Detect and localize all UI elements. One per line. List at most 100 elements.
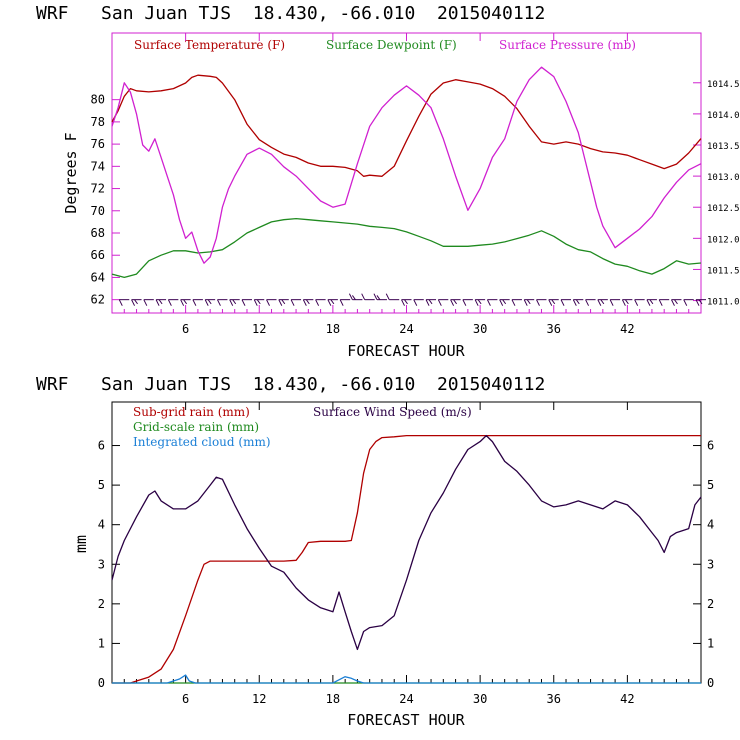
legend-entry-surface-wind-speed-m-s: Surface Wind Speed (m/s) bbox=[313, 405, 472, 419]
wind-barb bbox=[241, 299, 252, 306]
x-tick-label: 36 bbox=[547, 322, 561, 336]
legend-entry-surface-pressure-mb: Surface Pressure (mb) bbox=[499, 38, 636, 52]
y2-tick-label: 1 bbox=[707, 636, 714, 650]
x-tick-label: 12 bbox=[252, 692, 266, 706]
wind-barb-feather bbox=[450, 299, 455, 306]
wind-barb-feather bbox=[155, 299, 160, 306]
wind-barb-feather bbox=[339, 299, 344, 306]
wind-barb-feather bbox=[572, 299, 577, 306]
x-tick-label: 6 bbox=[182, 322, 189, 336]
chart-1-legend: Surface Temperature (F) Surface Dewpoint … bbox=[134, 38, 636, 52]
y-tick-label: 72 bbox=[91, 182, 105, 196]
wind-barb-feather-2 bbox=[575, 299, 580, 305]
wind-barb-feather-2 bbox=[376, 295, 381, 300]
wind-barb bbox=[155, 299, 167, 306]
y2-tick-label: 1012.5 bbox=[707, 204, 740, 214]
wind-barb-feather-2 bbox=[674, 299, 678, 305]
x-tick-label: 24 bbox=[399, 692, 413, 706]
wind-barb bbox=[266, 299, 277, 306]
y-tick-label: 2 bbox=[98, 597, 105, 611]
chart-2-xlabel: FORECAST HOUR bbox=[347, 711, 465, 729]
wind-barb-feather-2 bbox=[600, 299, 605, 305]
wind-barb-feather-2 bbox=[649, 299, 654, 305]
y2-tick-label: 1011.5 bbox=[707, 266, 740, 276]
wind-barb-feather bbox=[315, 299, 320, 306]
wind-barb-feather bbox=[385, 293, 390, 300]
chart-1-xlabel: FORECAST HOUR bbox=[347, 342, 465, 360]
y-tick-label: 74 bbox=[91, 159, 105, 173]
wind-barb-feather-2 bbox=[502, 299, 507, 305]
wind-barb-feather-2 bbox=[352, 295, 356, 300]
wind-barb-feather bbox=[241, 299, 246, 306]
y2-tick-label: 0 bbox=[707, 676, 714, 690]
wind-barb-feather bbox=[348, 293, 353, 300]
wind-barb bbox=[609, 299, 621, 306]
y2-tick-label: 1013.0 bbox=[707, 173, 740, 183]
wind-barb-feather bbox=[167, 299, 172, 306]
series-line-surface-pressure-mb bbox=[111, 66, 702, 264]
wind-barb bbox=[474, 299, 486, 306]
wind-barb-feather bbox=[118, 299, 123, 306]
y2-tick-label: 6 bbox=[707, 439, 714, 453]
y2-tick-label: 1011.0 bbox=[707, 298, 740, 308]
wind-barb-feather bbox=[695, 299, 700, 306]
wind-barb bbox=[450, 299, 461, 306]
wind-barb-feather-2 bbox=[232, 299, 237, 305]
wind-barb bbox=[437, 299, 449, 306]
wind-barb bbox=[572, 299, 584, 306]
wind-barb bbox=[413, 299, 424, 306]
wind-barb bbox=[143, 299, 154, 306]
y2-tick-label: 1014.5 bbox=[707, 80, 740, 90]
wind-barb-feather bbox=[425, 299, 430, 306]
y2-tick-label: 2 bbox=[707, 597, 714, 611]
temperature-pressure-chart: WRF San Juan TJS 18.430, -66.010 2015040… bbox=[36, 3, 740, 360]
x-tick-label: 24 bbox=[399, 322, 413, 336]
wind-barb-feather bbox=[474, 299, 479, 306]
wind-barb-feather bbox=[192, 299, 197, 306]
chart-2-series bbox=[111, 434, 702, 684]
wind-barb-feather bbox=[413, 299, 418, 306]
wind-barb bbox=[216, 299, 228, 306]
x-tick-label: 42 bbox=[620, 322, 634, 336]
y-tick-label: 62 bbox=[91, 293, 105, 307]
wind-barb bbox=[511, 299, 522, 306]
chart-2-title: WRF San Juan TJS 18.430, -66.010 2015040… bbox=[36, 374, 545, 395]
wind-barb-feather bbox=[131, 299, 135, 306]
y-tick-label: 5 bbox=[98, 478, 105, 492]
legend-entry-sub-grid-rain-mm: Sub-grid rain (mm) bbox=[133, 405, 250, 419]
wind-barb-feather bbox=[585, 299, 590, 306]
wind-barb bbox=[192, 299, 203, 306]
wind-barb-feather bbox=[499, 299, 504, 306]
wind-barb bbox=[523, 299, 535, 306]
wind-barb-feather bbox=[373, 293, 378, 300]
wind-barb bbox=[401, 299, 412, 306]
y-tick-label: 64 bbox=[91, 270, 105, 284]
wind-barb-feather bbox=[180, 299, 185, 306]
legend-entry-surface-temperature-f: Surface Temperature (F) bbox=[134, 38, 285, 52]
wind-barb-feather bbox=[229, 299, 234, 306]
series-line-surface-dewpoint-f bbox=[111, 217, 702, 279]
wind-barb bbox=[621, 299, 633, 306]
wind-barb-feather-2 bbox=[526, 299, 531, 305]
chart-1-series bbox=[111, 66, 702, 279]
wind-barb-feather-2 bbox=[698, 299, 703, 305]
wind-barb-feather bbox=[143, 299, 148, 306]
wind-barb-feather bbox=[511, 299, 516, 306]
wind-barb-feather bbox=[486, 299, 491, 306]
wind-barb bbox=[425, 299, 437, 306]
wind-barb-feather bbox=[536, 299, 540, 306]
wind-barb-feather bbox=[278, 299, 283, 306]
wind-barb-feather bbox=[634, 299, 639, 306]
y-tick-label: 78 bbox=[91, 115, 105, 129]
wind-barb-feather bbox=[683, 299, 688, 306]
precipitation-wind-chart: WRF San Juan TJS 18.430, -66.010 2015040… bbox=[36, 374, 714, 729]
y2-tick-label: 3 bbox=[707, 557, 714, 571]
chart-1-axes: 6 12 18 24 30 36 42 62 64 66 68 70 72 74 76 78 80 1011.0 1… bbox=[91, 33, 740, 336]
wind-barb-feather-2 bbox=[183, 299, 188, 305]
wind-barb-feather-2 bbox=[404, 299, 408, 305]
wind-barb bbox=[315, 299, 326, 306]
legend-entry-grid-scale-rain-mm: Grid-scale rain (mm) bbox=[133, 420, 259, 434]
wind-barb bbox=[253, 299, 265, 306]
wind-barb-feather-2 bbox=[158, 299, 163, 305]
